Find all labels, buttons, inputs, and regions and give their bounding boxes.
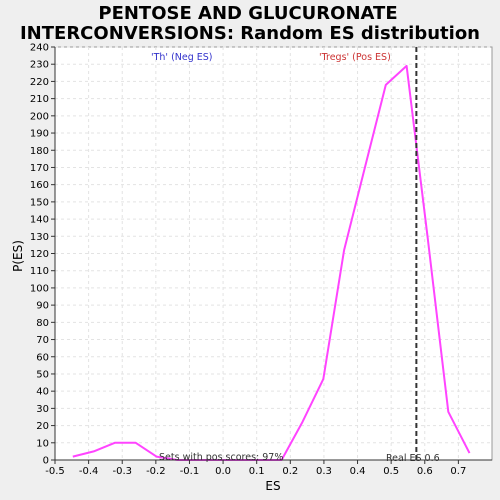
x-tick-label: 0.1 <box>249 466 265 477</box>
x-tick-label: 0.4 <box>350 466 366 477</box>
y-tick-label: 230 <box>30 60 49 71</box>
y-tick-label: 150 <box>30 197 49 208</box>
pos-es-label: 'Tregs' (Pos ES) <box>319 52 391 63</box>
y-tick-label: 220 <box>30 77 49 88</box>
pos-scores-label: Sets with pos scores: 97% <box>159 452 283 463</box>
x-tick-label: 0.7 <box>450 466 466 477</box>
y-tick-label: 0 <box>43 456 49 467</box>
x-tick-label: -0.5 <box>45 466 65 477</box>
x-tick-label: -0.3 <box>112 466 132 477</box>
x-tick-label: 0.0 <box>215 466 231 477</box>
chart-title-line-2: INTERCONVERSIONS: Random ES distribution <box>20 23 480 44</box>
y-tick-label: 50 <box>36 369 49 380</box>
y-tick-label: 60 <box>36 352 49 363</box>
y-tick-label: 40 <box>36 387 49 398</box>
y-tick-label: 140 <box>30 215 49 226</box>
y-tick-label: 240 <box>30 43 49 54</box>
y-tick-label: 120 <box>30 249 49 260</box>
y-tick-label: 180 <box>30 146 49 157</box>
y-ticks: 0 10 20 30 40 50 60 70 80 90 100 110 120 130 140 150 160… <box>30 43 55 467</box>
x-axis-label: ES <box>265 479 280 493</box>
y-tick-label: 100 <box>30 283 49 294</box>
neg-es-label: 'Th' (Neg ES) <box>151 52 213 63</box>
y-tick-label: 80 <box>36 318 49 329</box>
y-tick-label: 70 <box>36 335 49 346</box>
x-tick-label: 0.3 <box>316 466 332 477</box>
x-tick-label: -0.4 <box>79 466 99 477</box>
y-tick-label: 190 <box>30 129 49 140</box>
x-tick-label: 0.6 <box>417 466 433 477</box>
y-tick-label: 110 <box>30 266 49 277</box>
real-es-label: Real ES 0.6 <box>386 453 440 464</box>
y-tick-label: 130 <box>30 232 49 243</box>
y-tick-label: 210 <box>30 94 49 105</box>
y-tick-label: 200 <box>30 111 49 122</box>
x-tick-label: 0.5 <box>383 466 399 477</box>
x-tick-label: 0.2 <box>282 466 298 477</box>
y-tick-label: 10 <box>36 438 49 449</box>
y-tick-label: 30 <box>36 404 49 415</box>
y-tick-label: 160 <box>30 180 49 191</box>
x-ticks: -0.5 -0.4 -0.3 -0.2 -0.1 0.0 0.1 0.2 0.3 0.4 0.5 0.… <box>45 460 466 477</box>
x-tick-label: -0.2 <box>146 466 166 477</box>
chart-title-line-1: PENTOSE AND GLUCURONATE <box>98 3 397 24</box>
x-tick-label: -0.1 <box>180 466 200 477</box>
y-axis-label: P(ES) <box>11 240 25 272</box>
y-tick-label: 90 <box>36 301 49 312</box>
y-tick-label: 170 <box>30 163 49 174</box>
y-tick-label: 20 <box>36 421 49 432</box>
